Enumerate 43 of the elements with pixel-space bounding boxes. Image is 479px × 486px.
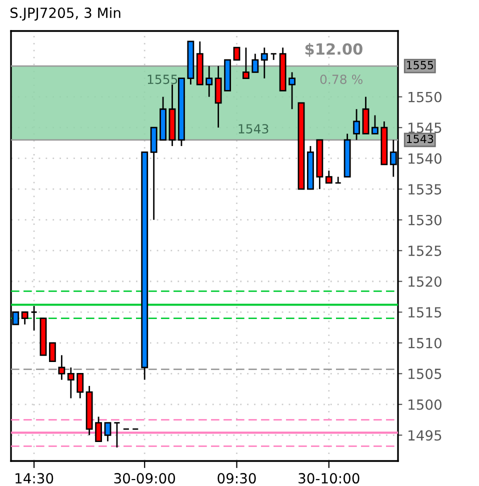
x-tick-label: 09:30 xyxy=(218,473,256,484)
candlestick xyxy=(233,46,240,61)
candlestick xyxy=(49,342,56,362)
candlestick xyxy=(252,53,259,73)
candlestick xyxy=(104,422,112,442)
y-tick-label: 1545 xyxy=(408,122,442,134)
x-tick-label: 14:30 xyxy=(16,473,54,484)
candlestick xyxy=(76,372,84,399)
candlestick xyxy=(353,108,360,141)
candlestick xyxy=(21,311,28,326)
candlestick xyxy=(334,176,342,184)
y-tick-label: 1550 xyxy=(408,92,442,102)
y-tick-label: 1515 xyxy=(408,307,442,318)
y-tick-label: 1520 xyxy=(408,276,442,287)
x-tick-label: 30-10:00 xyxy=(298,473,360,484)
candlestick xyxy=(114,422,120,448)
candlestick xyxy=(270,53,278,61)
y-tick-label: 1525 xyxy=(408,246,442,256)
y-tick-label: 1505 xyxy=(408,368,442,380)
candlestick xyxy=(95,416,102,442)
candlestick xyxy=(288,72,296,110)
ref-line-label: 1543 xyxy=(406,134,434,144)
y-tick-label: 1495 xyxy=(408,430,442,441)
candlestick xyxy=(260,46,268,80)
ref-line-label: 1555 xyxy=(406,61,434,70)
chart-title: S.JPJ7205, 3 Min xyxy=(10,7,120,21)
y-tick-label: 1500 xyxy=(408,399,442,410)
y-tick-label: 1540 xyxy=(408,153,442,164)
y-tick-label: 1535 xyxy=(408,184,442,195)
y-tick-label: 1530 xyxy=(408,214,442,226)
candlestick xyxy=(58,354,66,380)
x-tick-label: 30-09:00 xyxy=(114,473,176,484)
annotation: 1555 xyxy=(148,74,178,84)
annotation: 1543 xyxy=(238,124,268,134)
candlestick xyxy=(30,305,38,332)
candlestick xyxy=(372,114,378,134)
annotation: 0.78 % xyxy=(320,74,362,84)
annotation: $12.00 xyxy=(305,42,362,57)
candlestick xyxy=(242,46,250,80)
y-tick-label: 1510 xyxy=(408,338,442,348)
candlestick xyxy=(206,65,213,98)
candlestick xyxy=(325,170,332,184)
candlestick xyxy=(67,366,74,399)
